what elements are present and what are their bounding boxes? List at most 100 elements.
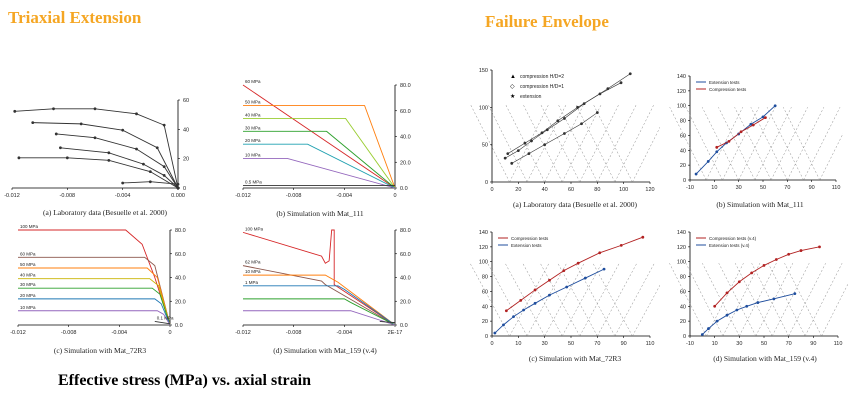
data-point — [715, 150, 719, 154]
data-point — [774, 258, 778, 261]
curve-label: 1 MPa — [245, 280, 259, 285]
x-tick-label: 90 — [809, 185, 815, 191]
mohr-line — [632, 284, 660, 337]
legend-label: compression H/D=1 — [520, 84, 564, 90]
data-point — [548, 293, 551, 297]
data-point — [135, 147, 138, 151]
mohr-line — [562, 263, 602, 337]
x-tick-label: 100 — [619, 187, 628, 193]
mohr-line — [718, 107, 756, 181]
data-point — [148, 170, 152, 174]
mohr-line — [706, 263, 744, 337]
x-tick-label: 70 — [786, 341, 792, 347]
data-point — [715, 145, 719, 149]
series-line — [507, 82, 622, 154]
data-point — [503, 156, 507, 160]
mohr-line — [718, 263, 757, 337]
data-point — [756, 301, 760, 304]
y-tick-label: 60 — [680, 289, 686, 295]
data-point — [176, 182, 180, 186]
series-line-60-mpa — [18, 256, 171, 326]
mohr-line — [504, 103, 545, 183]
data-point — [506, 152, 510, 156]
series-line-s50 — [32, 122, 179, 189]
x-tick-label: -0.004 — [115, 193, 131, 199]
data-point — [751, 123, 755, 127]
data-point — [762, 264, 766, 267]
data-point — [59, 146, 62, 150]
y-tick-label: 80.0 — [400, 228, 411, 234]
data-point — [79, 122, 83, 126]
mohr-line — [557, 263, 598, 337]
mohr-line — [632, 126, 660, 183]
data-point — [176, 186, 180, 190]
series-line-60-mpa — [242, 84, 396, 189]
legend-label: extension — [520, 94, 542, 100]
mohr-line — [803, 107, 841, 181]
data-point — [799, 249, 803, 252]
data-point — [772, 297, 776, 301]
legend-label: Compression tests — [709, 87, 747, 92]
legend-label: Compression tests — [511, 236, 549, 241]
legend-symbol: ▲ — [510, 74, 516, 80]
chart-env-b: -10 10 30 50 70 90 110 0 20 40 60 80 100 120 140 Extens… — [669, 74, 843, 191]
curve-label: 20 MPa — [20, 293, 36, 298]
mohr-line — [592, 103, 633, 183]
data-point — [576, 261, 580, 265]
y-tick-label: 80 — [680, 275, 686, 281]
caption-ext-c: (c) Simulation with Mat_72R3 — [53, 346, 147, 355]
mohr-line — [754, 107, 792, 181]
data-point — [715, 319, 719, 323]
mohr-line — [783, 107, 821, 181]
x-tick-label: 40 — [542, 187, 548, 193]
y-tick-label: 40 — [680, 304, 686, 310]
y-tick-label: 20.0 — [400, 299, 411, 305]
curve-label: 30 MPa — [20, 282, 36, 287]
data-point — [162, 165, 166, 169]
chart-env-c: 0 10 30 50 70 90 110 0 20 40 60 80 100 120 140 Compress… — [470, 230, 660, 347]
chart-ext-c: -0.012 -0.008 -0.004 0 0.0 20.0 40.0 60.0 80.0 10… — [10, 225, 186, 336]
mohr-line — [504, 263, 545, 337]
data-point — [750, 271, 754, 275]
mohr-line — [734, 107, 772, 181]
x-tick-label: -0.004 — [337, 330, 353, 336]
x-tick-label: 50 — [568, 341, 574, 347]
mohr-line — [788, 263, 826, 337]
x-tick-label: -10 — [686, 341, 694, 347]
y-tick-label: 140 — [677, 74, 686, 80]
curve-label: 10 MPa — [245, 269, 261, 274]
caption-ext-b: (b) Simulation with Mat_111 — [276, 209, 364, 218]
mohr-line — [722, 263, 761, 337]
x-tick-label: 110 — [646, 341, 655, 347]
data-point — [135, 112, 138, 116]
data-point — [52, 107, 55, 111]
series-line-10-mpa — [18, 310, 171, 326]
mohr-line — [701, 107, 739, 181]
mohr-line — [540, 103, 581, 183]
caption-env-b: (b) Simulation with Mat_111 — [716, 200, 804, 209]
data-point — [727, 139, 731, 143]
mohr-line — [722, 107, 760, 181]
series-line-100-mpa — [242, 229, 396, 326]
x-tick-label: 0 — [168, 330, 171, 336]
data-point — [533, 301, 537, 305]
mohr-line — [771, 263, 810, 337]
x-tick-label: -10 — [686, 185, 694, 191]
mohr-line — [734, 263, 773, 337]
x-tick-label: -0.012 — [235, 330, 251, 336]
curve-label: 0.5 MPa — [245, 179, 262, 184]
data-point — [725, 313, 729, 317]
curve-label: 30 MPa — [245, 125, 261, 130]
data-point — [519, 298, 523, 302]
data-point — [713, 304, 717, 308]
series-line — [511, 112, 598, 164]
data-point — [694, 172, 698, 176]
data-point — [583, 276, 587, 280]
x-tick-label: 90 — [621, 341, 627, 347]
legend-label: Extension tests — [511, 243, 542, 248]
series-line-s20 — [18, 157, 179, 189]
mohr-line — [787, 107, 825, 181]
data-point — [121, 181, 125, 185]
data-point — [107, 151, 111, 155]
curve-label: 0.1 MPa — [157, 315, 174, 320]
